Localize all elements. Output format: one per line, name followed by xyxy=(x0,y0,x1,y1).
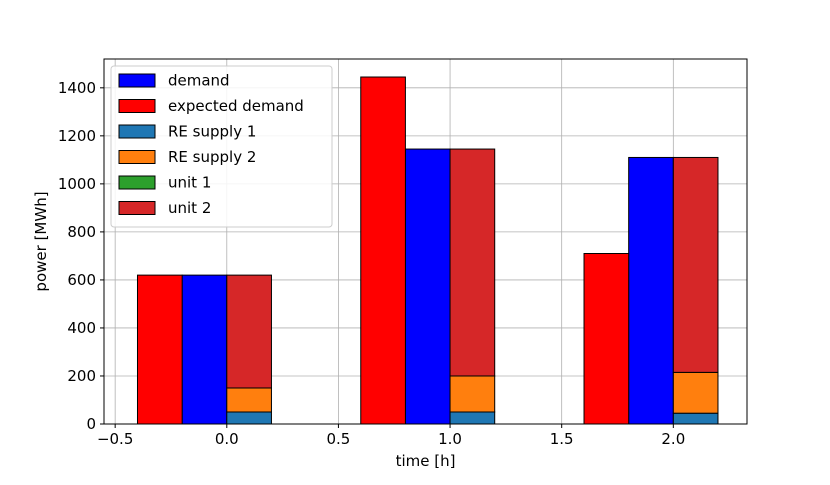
bar-expected-demand xyxy=(360,76,406,425)
y-tick-label: 1200 xyxy=(58,127,96,145)
legend-swatch xyxy=(118,99,156,113)
y-tick-label: 0 xyxy=(86,415,96,433)
x-tick-label: 2.0 xyxy=(661,430,685,448)
legend-swatch xyxy=(118,150,156,164)
x-tick-label: −0.5 xyxy=(97,430,133,448)
legend-swatch xyxy=(118,201,156,215)
bar-re-supply-1 xyxy=(226,411,272,425)
x-tick-label: 0.0 xyxy=(215,430,239,448)
legend-label: demand xyxy=(168,72,230,90)
y-tick-label: 600 xyxy=(67,271,96,289)
plot-frame xyxy=(103,58,748,425)
y-axis-label: power [MWh] xyxy=(32,191,50,291)
bar-demand xyxy=(181,274,228,425)
x-axis-label: time [h] xyxy=(396,452,456,470)
legend-swatch xyxy=(118,175,156,190)
bar-re-supply-2 xyxy=(672,371,719,414)
legend-label: unit 2 xyxy=(168,199,211,217)
legend-label: RE supply 2 xyxy=(168,148,256,166)
bar-re-supply-2 xyxy=(226,387,272,413)
bar-re-supply-2 xyxy=(449,375,496,413)
legend-label: unit 1 xyxy=(168,174,211,192)
bar-unit-2 xyxy=(226,274,272,389)
y-tick-label: 1400 xyxy=(58,79,96,97)
bar-demand xyxy=(404,148,451,425)
legend-label: RE supply 1 xyxy=(168,123,256,141)
bar-re-supply-1 xyxy=(672,412,719,425)
x-tick-label: 1.0 xyxy=(438,430,462,448)
y-tick-label: 1000 xyxy=(58,175,96,193)
bars xyxy=(136,76,719,425)
bar-unit-2 xyxy=(672,156,719,373)
y-tick-label: 200 xyxy=(67,367,96,385)
y-tick-label: 800 xyxy=(67,223,96,241)
legend-swatch xyxy=(118,124,156,139)
bar-expected-demand xyxy=(583,253,630,425)
legend: demand expected demand RE supply 1 RE suppl… xyxy=(110,65,333,228)
bar-demand xyxy=(628,156,674,425)
bar-expected-demand xyxy=(136,274,183,425)
legend-box xyxy=(110,65,333,228)
bar-unit-2 xyxy=(449,148,496,377)
ticks: −0.5 0.0 0.5 1.0 1.5 2.0 0 200 400 600 800 1000 1200… xyxy=(58,79,685,448)
x-tick-label: 0.5 xyxy=(326,430,350,448)
y-tick-label: 400 xyxy=(67,319,96,337)
legend-label: expected demand xyxy=(168,97,304,115)
legend-swatch xyxy=(118,73,156,88)
bar-re-supply-1 xyxy=(449,411,496,425)
x-tick-label: 1.5 xyxy=(550,430,574,448)
